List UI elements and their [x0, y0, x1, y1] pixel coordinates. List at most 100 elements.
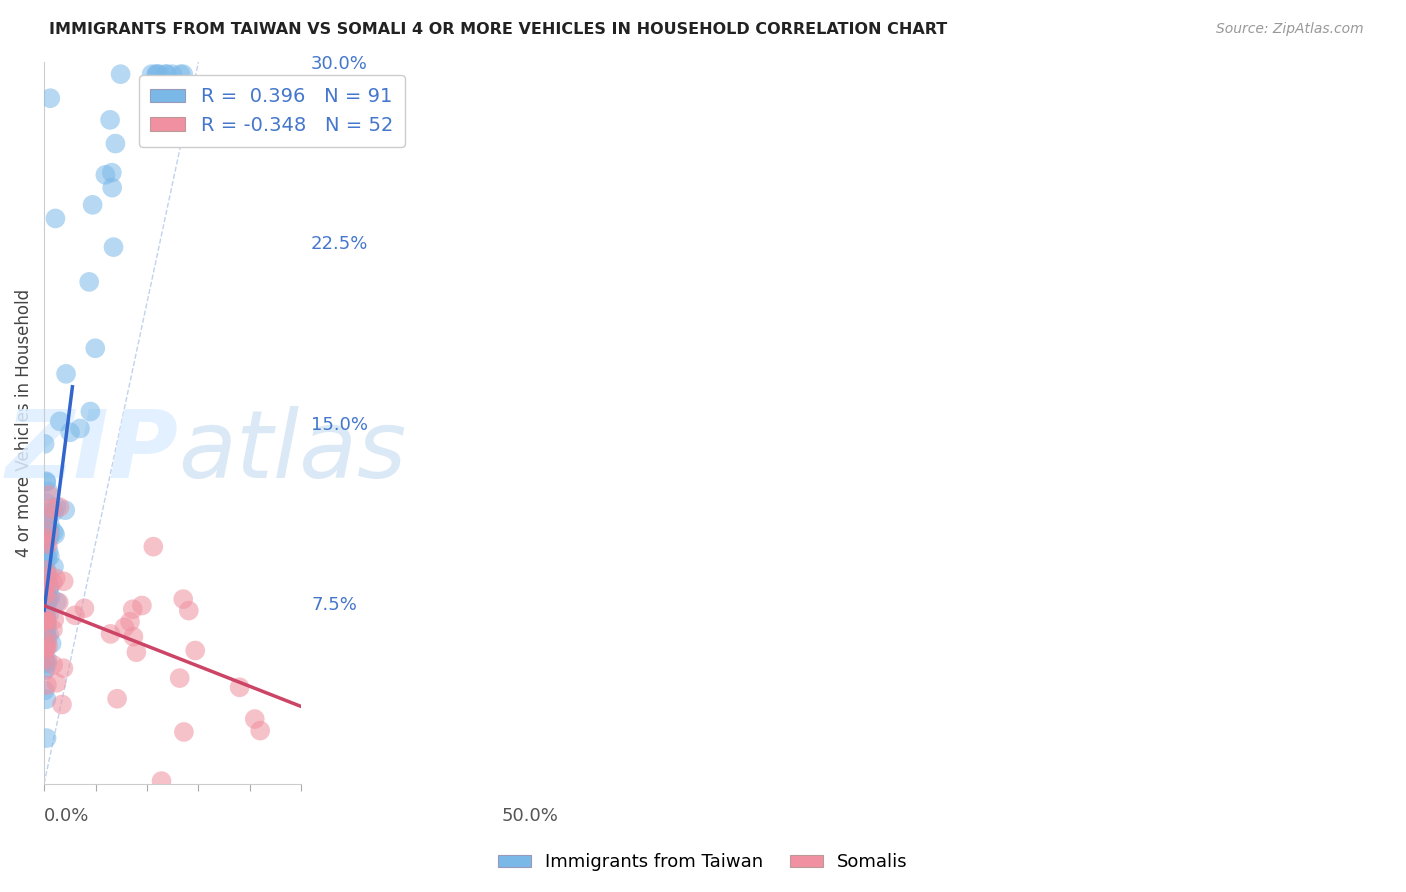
Point: [48, 595, 70, 609]
Point: [34, 537, 56, 551]
Point: [35, 574, 58, 588]
Point: [44, 527, 66, 541]
Point: [34, 563, 56, 577]
Point: [249, 723, 271, 738]
Point: [103, 240, 125, 254]
Point: [145, 67, 167, 81]
Point: [42, 559, 65, 574]
Point: [34, 612, 56, 626]
Point: [35, 588, 58, 602]
Point: [35, 640, 58, 655]
Point: [100, 627, 122, 641]
Point: [34, 437, 56, 451]
Point: [35, 638, 58, 652]
Point: [35, 635, 58, 649]
Point: [35, 607, 58, 621]
Point: [34, 531, 56, 545]
Point: [38, 608, 60, 623]
Point: [148, 67, 170, 81]
Point: [34, 546, 56, 560]
Point: [34, 573, 56, 587]
Point: [42, 505, 65, 519]
Point: [35, 508, 58, 522]
Point: [38, 628, 60, 642]
Point: [34, 595, 56, 609]
Point: [37, 657, 59, 671]
Point: [121, 602, 143, 616]
Text: IMMIGRANTS FROM TAIWAN VS SOMALI 4 OR MORE VEHICLES IN HOUSEHOLD CORRELATION CHA: IMMIGRANTS FROM TAIWAN VS SOMALI 4 OR MO…: [49, 22, 948, 37]
Point: [37, 509, 59, 524]
Point: [38, 544, 60, 558]
Point: [169, 671, 191, 685]
Point: [52, 661, 75, 675]
Point: [155, 67, 177, 81]
Point: [37, 551, 59, 566]
Point: [34, 615, 56, 629]
Point: [48, 500, 70, 514]
Point: [35, 610, 58, 624]
Text: ZIP: ZIP: [6, 406, 179, 498]
Point: [38, 506, 60, 520]
Point: [37, 598, 59, 612]
Point: [79, 404, 101, 418]
Point: [35, 628, 58, 642]
Point: [35, 475, 58, 490]
Point: [142, 540, 165, 554]
Point: [105, 691, 128, 706]
Point: [34, 654, 56, 668]
Point: [35, 510, 58, 524]
Point: [41, 501, 63, 516]
Point: [63, 608, 86, 623]
Point: [35, 616, 58, 631]
Point: [44, 211, 66, 226]
Point: [52, 574, 75, 589]
Point: [42, 623, 65, 637]
Point: [34, 652, 56, 666]
Point: [55, 367, 77, 381]
Point: [41, 636, 63, 650]
Point: [77, 275, 100, 289]
Point: [38, 523, 60, 537]
Point: [34, 642, 56, 657]
Point: [84, 341, 107, 355]
Point: [101, 166, 124, 180]
Point: [37, 484, 59, 499]
Point: [125, 645, 148, 659]
Point: [82, 198, 104, 212]
Point: [35, 621, 58, 635]
Point: [37, 639, 59, 653]
Point: [114, 620, 136, 634]
Point: [184, 643, 207, 657]
Point: [104, 136, 127, 151]
Legend: R =  0.396   N = 91, R = -0.348   N = 52: R = 0.396 N = 91, R = -0.348 N = 52: [139, 76, 405, 146]
Point: [141, 67, 163, 81]
Point: [39, 590, 62, 604]
Point: [146, 67, 169, 81]
Point: [34, 587, 56, 601]
Point: [37, 590, 59, 604]
Point: [38, 569, 60, 583]
Point: [101, 180, 124, 194]
Point: [42, 657, 65, 672]
Point: [37, 537, 59, 551]
Point: [156, 67, 179, 81]
Point: [34, 657, 56, 671]
Point: [34, 554, 56, 568]
Point: [37, 511, 59, 525]
Point: [34, 628, 56, 642]
Point: [34, 495, 56, 509]
Point: [228, 681, 250, 695]
Point: [38, 580, 60, 594]
Text: 0.0%: 0.0%: [44, 806, 90, 824]
Point: [44, 613, 66, 627]
Point: [34, 541, 56, 555]
Point: [169, 67, 191, 81]
Point: [34, 565, 56, 579]
Point: [53, 503, 76, 517]
Point: [118, 615, 141, 629]
Point: [34, 664, 56, 678]
Point: [39, 526, 62, 541]
Point: [172, 67, 194, 81]
Point: [39, 518, 62, 533]
Legend: Immigrants from Taiwan, Somalis: Immigrants from Taiwan, Somalis: [491, 847, 915, 879]
